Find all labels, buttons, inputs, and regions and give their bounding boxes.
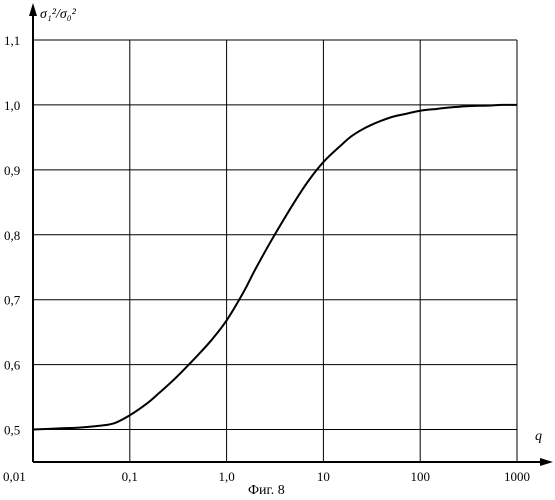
x-tick-labels: 0,01 0,1 1,0 10 100 1000 bbox=[3, 469, 530, 484]
y-tick-labels: 0,5 0,6 0,7 0,8 0,9 1,0 1,1 bbox=[4, 33, 21, 438]
y-tick-label: 0,7 bbox=[4, 293, 21, 308]
y-tick-label: 0,9 bbox=[4, 163, 20, 178]
figure-caption: Фиг. 8 bbox=[248, 483, 285, 498]
y-tick-label: 0,8 bbox=[4, 228, 20, 243]
x-axis-arrow bbox=[540, 458, 553, 466]
y-tick-label: 1,0 bbox=[4, 98, 20, 113]
x-tick-label: 100 bbox=[410, 469, 430, 484]
x-tick-label: 10 bbox=[317, 469, 330, 484]
y-axis-label: σ₁²/σ₀² bbox=[40, 7, 77, 22]
grid-lines bbox=[33, 40, 517, 462]
y-tick-label: 0,5 bbox=[4, 423, 20, 438]
x-tick-label: 1,0 bbox=[218, 469, 234, 484]
x-tick-label: 1000 bbox=[504, 469, 530, 484]
x-tick-label: 0,01 bbox=[3, 469, 26, 484]
y-tick-label: 0,6 bbox=[4, 358, 21, 373]
y-axis-arrow bbox=[29, 3, 37, 16]
data-line bbox=[33, 105, 517, 430]
x-tick-label: 0,1 bbox=[122, 469, 138, 484]
y-tick-label: 1,1 bbox=[4, 33, 20, 48]
x-axis-label: q bbox=[535, 429, 542, 444]
